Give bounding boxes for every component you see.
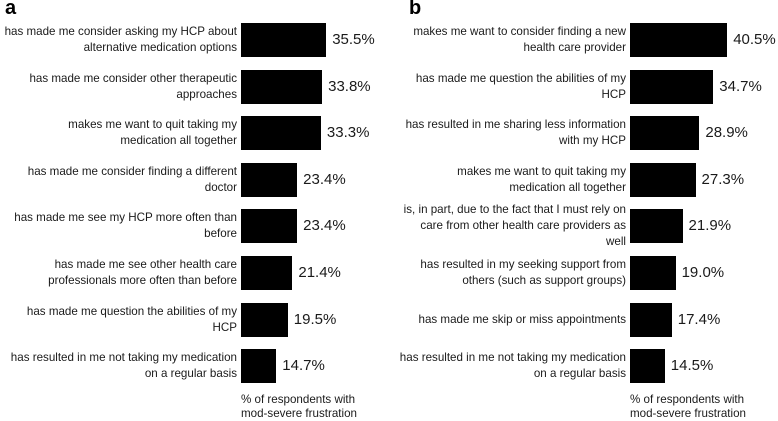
bar	[630, 209, 683, 244]
panel-label: a	[5, 0, 17, 19]
value-label: 21.4%	[298, 264, 341, 281]
x-axis-title: % of respondents with mod-severe frustra…	[630, 393, 746, 421]
x-axis-title-line: % of respondents with	[241, 393, 356, 406]
value-label: 17.4%	[677, 310, 721, 328]
value-label: 23.4%	[303, 217, 346, 235]
category-label-line: has made me see my HCP more often than	[14, 211, 237, 225]
category-label-line: makes me want to quit taking my	[457, 164, 626, 178]
category-label-line: alternative medication options	[83, 41, 237, 54]
bar	[630, 23, 728, 57]
category-label-line: has made me question the abilities of my	[26, 304, 237, 318]
category-label: has made me see my HCP more often than be…	[0, 210, 237, 242]
value-label: 27.3%	[701, 170, 745, 188]
value-label: 34.7%	[719, 77, 762, 95]
category-label: has made me question the abilities of my…	[0, 304, 237, 336]
category-label: makes me want to quit taking my medicatio…	[389, 164, 626, 196]
bar	[241, 162, 298, 197]
category-label: has made me consider other therapeutic ap…	[0, 71, 237, 103]
category-label-line: has resulted in me not taking my medicat…	[10, 351, 237, 365]
category-label: has made me see other health care profess…	[0, 257, 237, 289]
category-label: makes me want to quit taking my medicatio…	[0, 117, 237, 149]
category-label-line: before	[204, 227, 237, 241]
category-label-line: has made me see other health care	[54, 258, 237, 271]
value-label: 14.5%	[670, 357, 714, 375]
category-label-line: medication all together	[120, 134, 237, 148]
bar	[241, 69, 323, 104]
x-axis-title-line: mod-severe frustration	[630, 407, 746, 420]
category-label-line: HCP	[601, 87, 626, 101]
category-label-line: others (such as support groups)	[462, 274, 626, 287]
category-label-line: has resulted in my seeking support from	[420, 258, 626, 271]
value-label: 19.0%	[681, 264, 725, 281]
value-label: 14.7%	[282, 357, 325, 375]
bar	[630, 302, 672, 337]
category-label-line: on a regular basis	[144, 367, 237, 381]
category-label-line: professionals more often than before	[48, 274, 237, 287]
category-label: has resulted in me not taking my medicat…	[0, 350, 237, 382]
category-label: has made me question the abilities of my…	[389, 71, 626, 103]
bar	[241, 349, 277, 384]
bar	[241, 23, 327, 57]
category-label: has made me skip or miss appointments	[389, 312, 627, 328]
category-label-line: medication all together	[509, 180, 626, 194]
category-label-line: approaches	[176, 87, 237, 101]
category-label-line: has made me consider finding a different	[27, 164, 237, 178]
category-label-line: makes me want to consider finding a new	[413, 25, 626, 38]
value-label: 40.5%	[733, 31, 776, 48]
value-label: 33.8%	[328, 77, 371, 95]
category-label-line: has resulted in me sharing less informat…	[405, 118, 626, 132]
value-label: 33.3%	[326, 124, 370, 142]
x-axis-title-line: mod-severe frustration	[241, 407, 357, 420]
bar	[630, 69, 714, 104]
value-label: 35.5%	[332, 31, 375, 48]
category-label-line: has resulted in me not taking my medicat…	[399, 351, 626, 365]
category-label: has resulted in me sharing less informat…	[389, 117, 626, 149]
panel-a: a 35.5% has made me consider asking my HC…	[0, 0, 375, 421]
bar	[630, 162, 696, 197]
category-label-line: care from other health care providers as	[420, 219, 626, 233]
bar	[630, 349, 665, 384]
category-label-line: doctor	[204, 180, 237, 194]
category-label-line: well	[606, 235, 626, 249]
category-label-line: has made me skip or miss appointments	[418, 312, 627, 326]
bar	[241, 302, 288, 337]
category-label: is, in part, due to the fact that I must…	[389, 202, 626, 250]
x-axis-title-line: % of respondents with	[630, 393, 745, 406]
bar	[630, 116, 700, 151]
category-label: makes me want to consider finding a new h…	[389, 24, 626, 56]
bar	[241, 209, 298, 244]
value-label: 23.4%	[303, 170, 346, 188]
category-label: has resulted in my seeking support from o…	[389, 257, 626, 289]
category-label-line: has made me question the abilities of my	[415, 71, 626, 85]
bar	[630, 256, 676, 290]
category-label: has resulted in me not taking my medicat…	[389, 350, 626, 382]
panel-label: b	[409, 0, 422, 19]
x-axis-title: % of respondents with mod-severe frustra…	[241, 393, 357, 421]
panel-b: b 40.5% makes me want to consider finding…	[389, 0, 778, 421]
category-label-line: health care provider	[523, 41, 626, 54]
bar	[241, 256, 293, 290]
category-label-line: is, in part, due to the fact that I must…	[403, 203, 626, 217]
value-label: 28.9%	[705, 124, 748, 142]
value-label: 21.9%	[688, 217, 732, 235]
category-label-line: on a regular basis	[533, 367, 626, 381]
category-label-line: makes me want to quit taking my	[68, 118, 237, 132]
category-label-line: has made me consider other therapeutic	[29, 71, 237, 85]
category-label: has made me consider finding a different…	[0, 164, 237, 196]
bar	[241, 116, 321, 151]
category-label: has made me consider asking my HCP about…	[0, 24, 237, 56]
category-label-line: HCP	[212, 320, 237, 334]
category-label-line: with my HCP	[559, 134, 626, 148]
category-label-line: has made me consider asking my HCP about	[4, 25, 237, 38]
value-label: 19.5%	[293, 310, 337, 328]
